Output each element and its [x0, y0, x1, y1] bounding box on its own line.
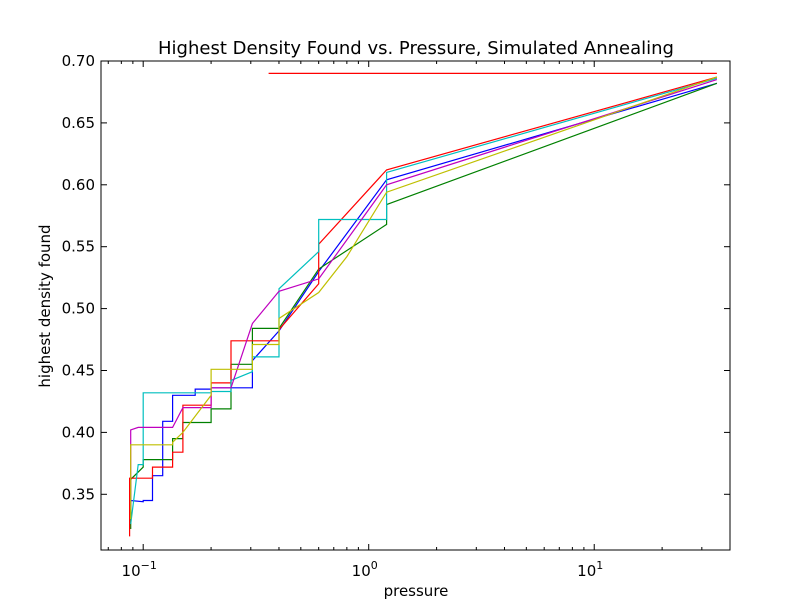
y-tick-label: 0.55	[62, 238, 95, 256]
y-tick-label: 0.65	[62, 114, 95, 132]
plot-frame	[100, 60, 731, 551]
x-axis-label: pressure	[384, 582, 449, 600]
y-tick-label: 0.60	[62, 176, 95, 194]
x-tick-label: 10−1	[122, 559, 157, 580]
y-tick-label: 0.50	[62, 300, 95, 318]
y-tick-label: 0.35	[62, 485, 95, 503]
y-tick-label: 0.40	[62, 423, 95, 441]
x-tick-label-exponent: −1	[141, 559, 157, 572]
x-tick-label-exponent: 1	[596, 559, 603, 572]
x-tick-label-base: 10	[577, 562, 596, 580]
series-line-1	[130, 82, 718, 520]
plot-area: 10−1 100 1010.350.400.450.500.550.600.650.…	[62, 52, 731, 580]
series-line-4	[130, 77, 718, 525]
x-tick-label-base: 10	[122, 562, 141, 580]
x-tick-label-exponent: 0	[371, 559, 378, 572]
y-tick-label: 0.45	[62, 361, 95, 379]
x-tick-label-base: 10	[352, 562, 371, 580]
chart-title: Highest Density Found vs. Pressure, Simu…	[158, 38, 674, 59]
x-tick-label: 101	[577, 559, 603, 580]
x-tick-label: 100	[352, 559, 378, 580]
y-tick-label: 0.70	[62, 52, 95, 70]
y-axis-label: highest density found	[36, 224, 54, 387]
series-line-6	[130, 76, 718, 520]
plot-background	[101, 61, 730, 550]
